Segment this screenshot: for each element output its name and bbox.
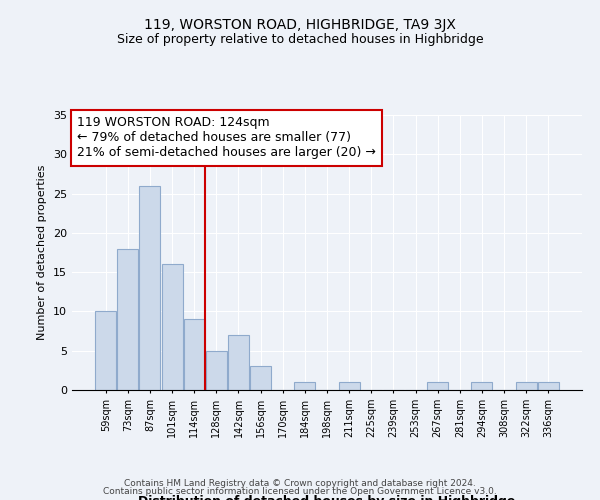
Bar — [472, 382, 493, 390]
Bar — [228, 335, 249, 390]
Bar — [206, 350, 227, 390]
Bar — [161, 264, 182, 390]
Bar — [538, 382, 559, 390]
Bar — [184, 320, 205, 390]
Text: 119, WORSTON ROAD, HIGHBRIDGE, TA9 3JX: 119, WORSTON ROAD, HIGHBRIDGE, TA9 3JX — [144, 18, 456, 32]
Bar — [295, 382, 316, 390]
Bar — [139, 186, 160, 390]
Text: Contains public sector information licensed under the Open Government Licence v3: Contains public sector information licen… — [103, 487, 497, 496]
Bar — [95, 312, 116, 390]
Bar — [338, 382, 359, 390]
Text: Size of property relative to detached houses in Highbridge: Size of property relative to detached ho… — [116, 32, 484, 46]
X-axis label: Distribution of detached houses by size in Highbridge: Distribution of detached houses by size … — [139, 496, 515, 500]
Bar — [118, 248, 139, 390]
Bar — [515, 382, 536, 390]
Text: 119 WORSTON ROAD: 124sqm
← 79% of detached houses are smaller (77)
21% of semi-d: 119 WORSTON ROAD: 124sqm ← 79% of detach… — [77, 116, 376, 160]
Text: Contains HM Land Registry data © Crown copyright and database right 2024.: Contains HM Land Registry data © Crown c… — [124, 478, 476, 488]
Y-axis label: Number of detached properties: Number of detached properties — [37, 165, 47, 340]
Bar — [250, 366, 271, 390]
Bar — [427, 382, 448, 390]
